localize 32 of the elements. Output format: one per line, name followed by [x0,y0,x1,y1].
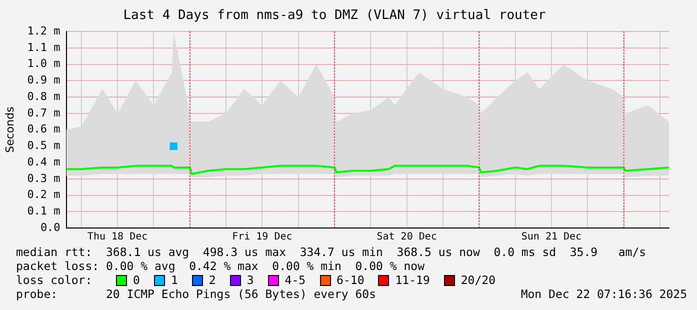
y-tick-label: 0.1 m [27,204,61,218]
legend-label: 20/20 [460,273,496,287]
legend-label: 11-19 [395,273,430,287]
text: packet loss: 0.00 % avg 0.42 % max 0.00 % min 0.00 % now [16,259,424,273]
y-tick-label: 0.9 m [27,74,61,87]
y-tick-label: 0.8 m [27,90,61,103]
legend-title: loss color: [16,273,94,287]
text: median rtt: 368.1 us avg 498.3 us max 334.7 us min 368.5 us now 0.0 ms sd 35.9 am/s [16,245,646,259]
y-tick-label: 1.2 m [27,24,61,38]
legend-label: 2 [208,273,216,287]
x-tick-label: Thu 18 Dec [87,232,148,243]
y-tick-label: 0.7 m [27,106,61,120]
y-tick-label: 0.4 m [27,155,61,168]
y-axis-title: Seconds [3,106,16,153]
y-tick-label: 1.1 m [27,40,61,54]
y-tick-label: 0.0 [40,220,60,234]
y-tick-label: 1.0 m [27,57,61,70]
text: Mon Dec 22 07:16:36 2025 [520,287,687,301]
x-tick-label: Sat 20 Dec [376,232,437,243]
legend-label: 3 [246,273,254,287]
legend-label: 4-5 [284,273,306,287]
legend-label: 1 [170,273,178,287]
y-tick-label: 0.6 m [27,122,61,136]
x-tick-label: Sun 21 Dec [521,232,582,243]
y-tick-label: 0.5 m [27,139,61,152]
legend-label: 6-10 [336,273,364,287]
x-tick-label: Fri 19 Dec [232,232,292,243]
text: probe: 20 ICMP Echo Pings (56 Bytes) every 60s [16,287,376,301]
chart-title: Last 4 Days from nms-a9 to DMZ (VLAN 7) virtual router [123,8,546,24]
y-tick-label: 0.2 m [27,188,61,202]
legend-label: 0 [133,273,140,287]
y-tick-label: 0.3 m [27,172,61,185]
